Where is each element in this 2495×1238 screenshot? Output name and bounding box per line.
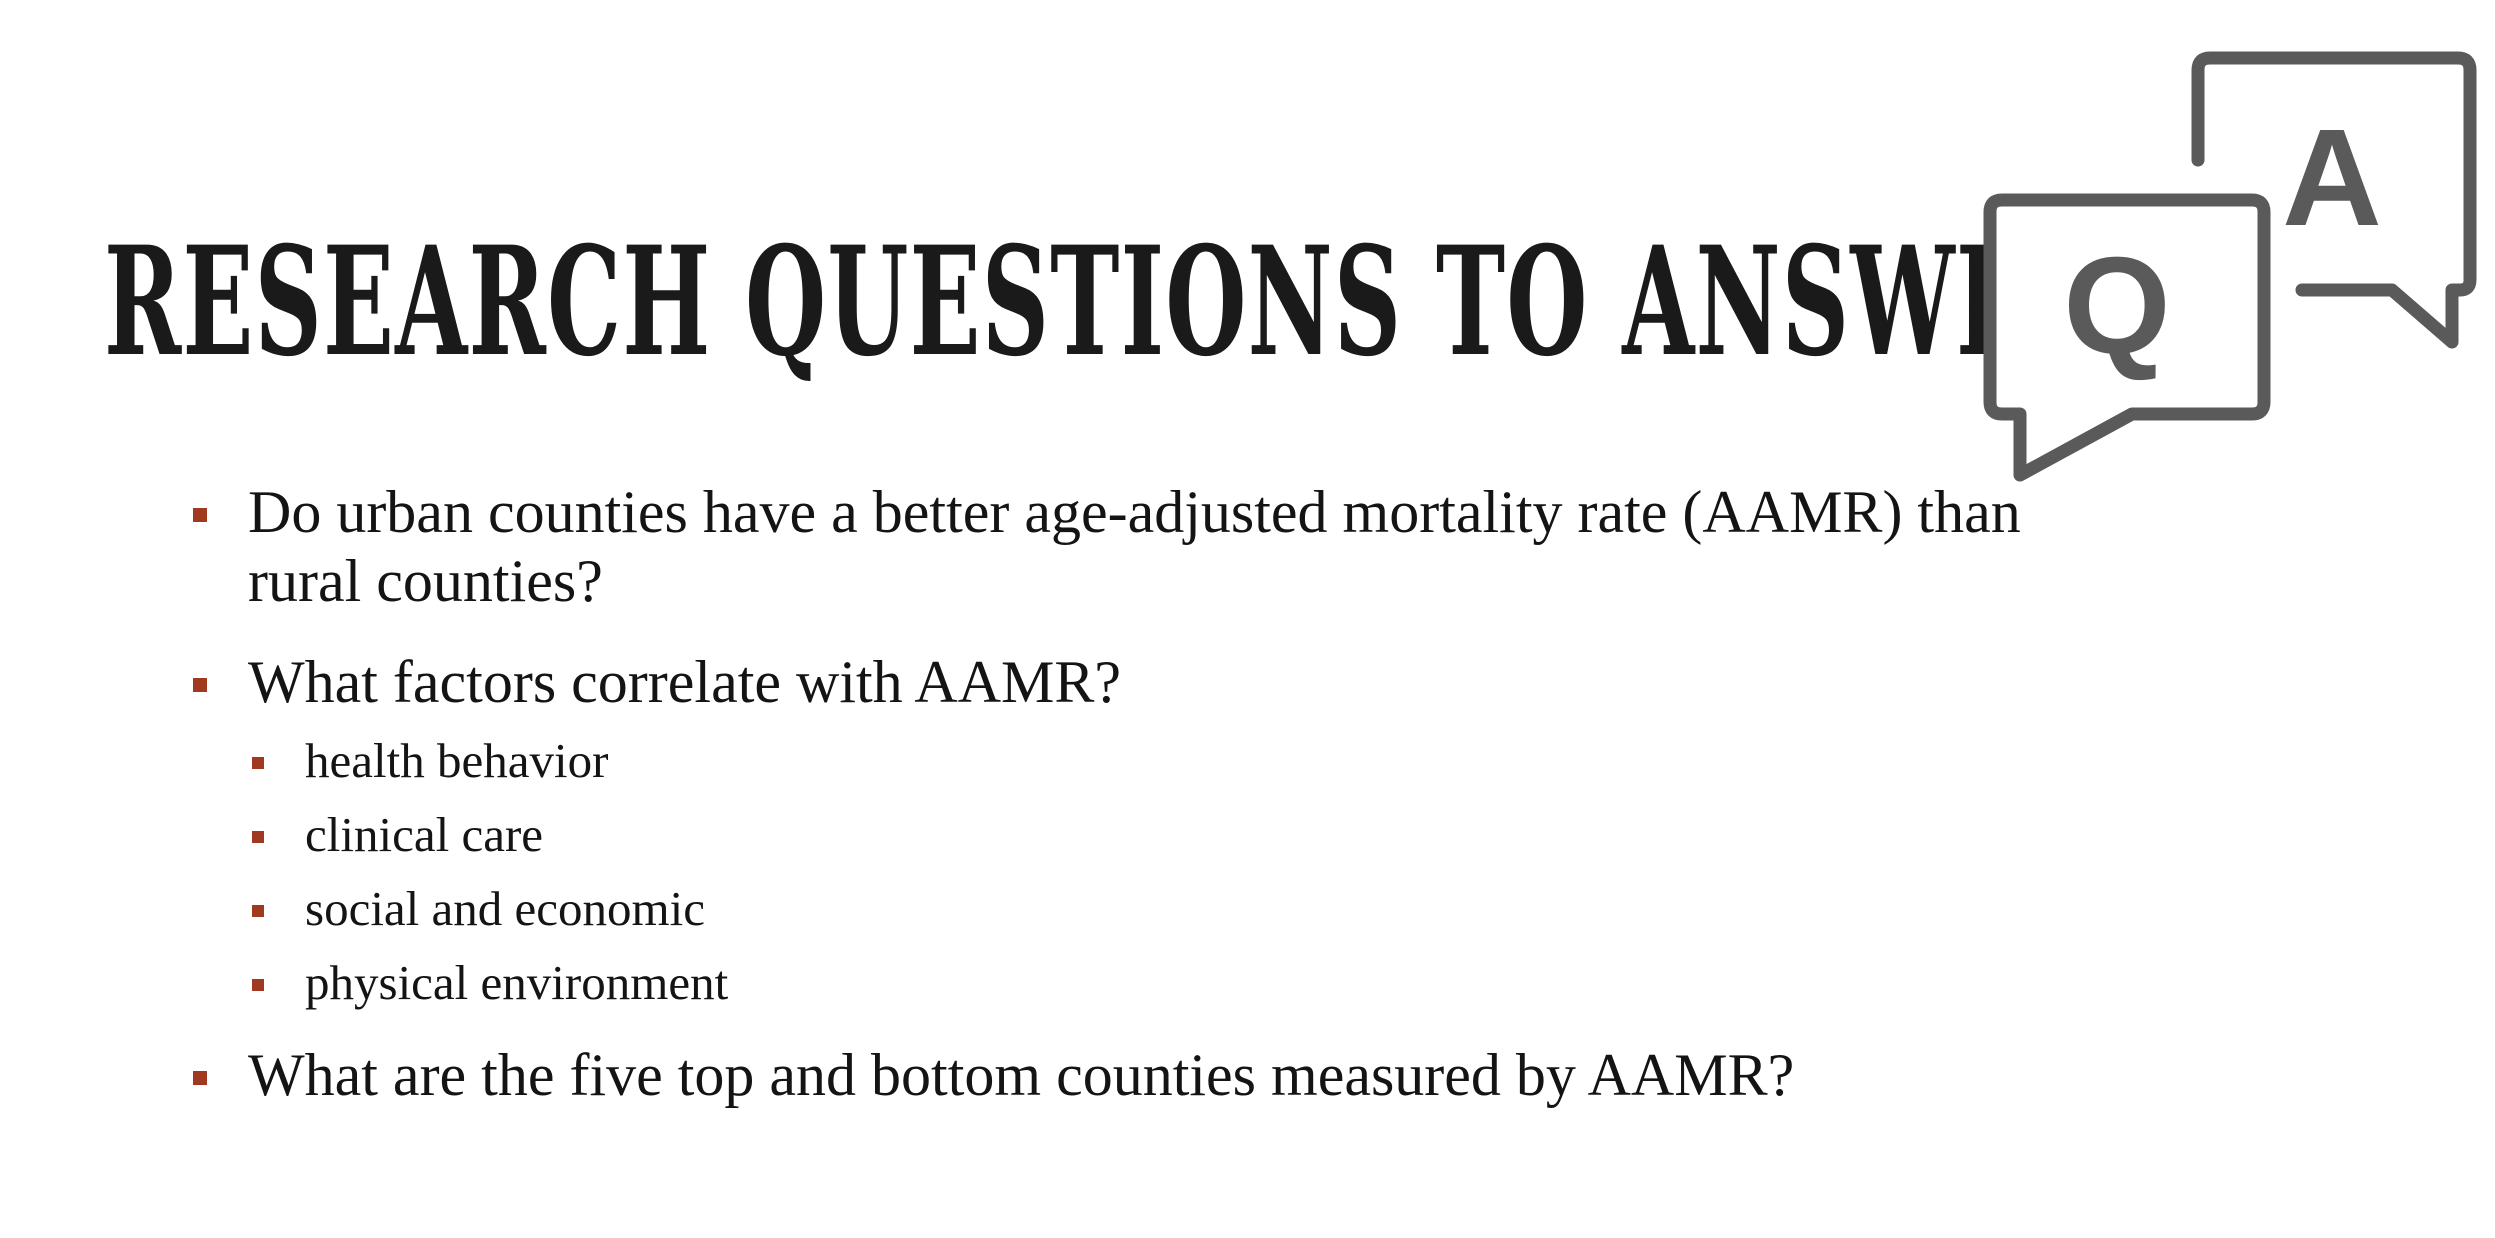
sub-bullet-text: social and economic bbox=[305, 881, 706, 936]
answer-letter: A bbox=[2282, 101, 2382, 255]
sub-bullet-text: health behavior bbox=[305, 733, 609, 788]
sub-bullet-item: clinical care bbox=[185, 807, 2085, 863]
sub-bullet-marker bbox=[252, 979, 264, 991]
bullet-item: Do urban counties have a better age-adju… bbox=[185, 478, 2085, 616]
sub-bullet-text: clinical care bbox=[305, 807, 544, 862]
bullet-list: Do urban counties have a better age-adju… bbox=[185, 478, 2085, 1142]
sub-bullet-list: health behavior clinical care social and… bbox=[185, 733, 2085, 1011]
bullet-text: What are the five top and bottom countie… bbox=[248, 1042, 1795, 1108]
sub-bullet-item: physical environment bbox=[185, 955, 2085, 1011]
question-letter: Q bbox=[2063, 229, 2170, 383]
slide-title: Research Questions to Answer bbox=[104, 214, 2107, 390]
bullet-marker bbox=[193, 678, 207, 692]
bullet-item: What factors correlate with AAMR? bbox=[185, 648, 2085, 717]
question-bubble-icon bbox=[1983, 193, 2271, 482]
bullet-text: What factors correlate with AAMR? bbox=[248, 649, 1122, 715]
answer-bubble-icon bbox=[2191, 51, 2477, 349]
bullet-marker bbox=[193, 1071, 207, 1085]
sub-bullet-marker bbox=[252, 757, 264, 769]
sub-bullet-marker bbox=[252, 831, 264, 843]
sub-bullet-item: social and economic bbox=[185, 881, 2085, 937]
sub-bullet-marker bbox=[252, 905, 264, 917]
bullet-marker bbox=[193, 508, 207, 522]
bullet-item: What are the five top and bottom countie… bbox=[185, 1041, 2085, 1110]
qa-speech-bubbles-icon: Q A bbox=[1983, 51, 2477, 482]
sub-bullet-text: physical environment bbox=[305, 955, 729, 1010]
bullet-text: Do urban counties have a better age-adju… bbox=[248, 479, 2021, 614]
sub-bullet-item: health behavior bbox=[185, 733, 2085, 789]
